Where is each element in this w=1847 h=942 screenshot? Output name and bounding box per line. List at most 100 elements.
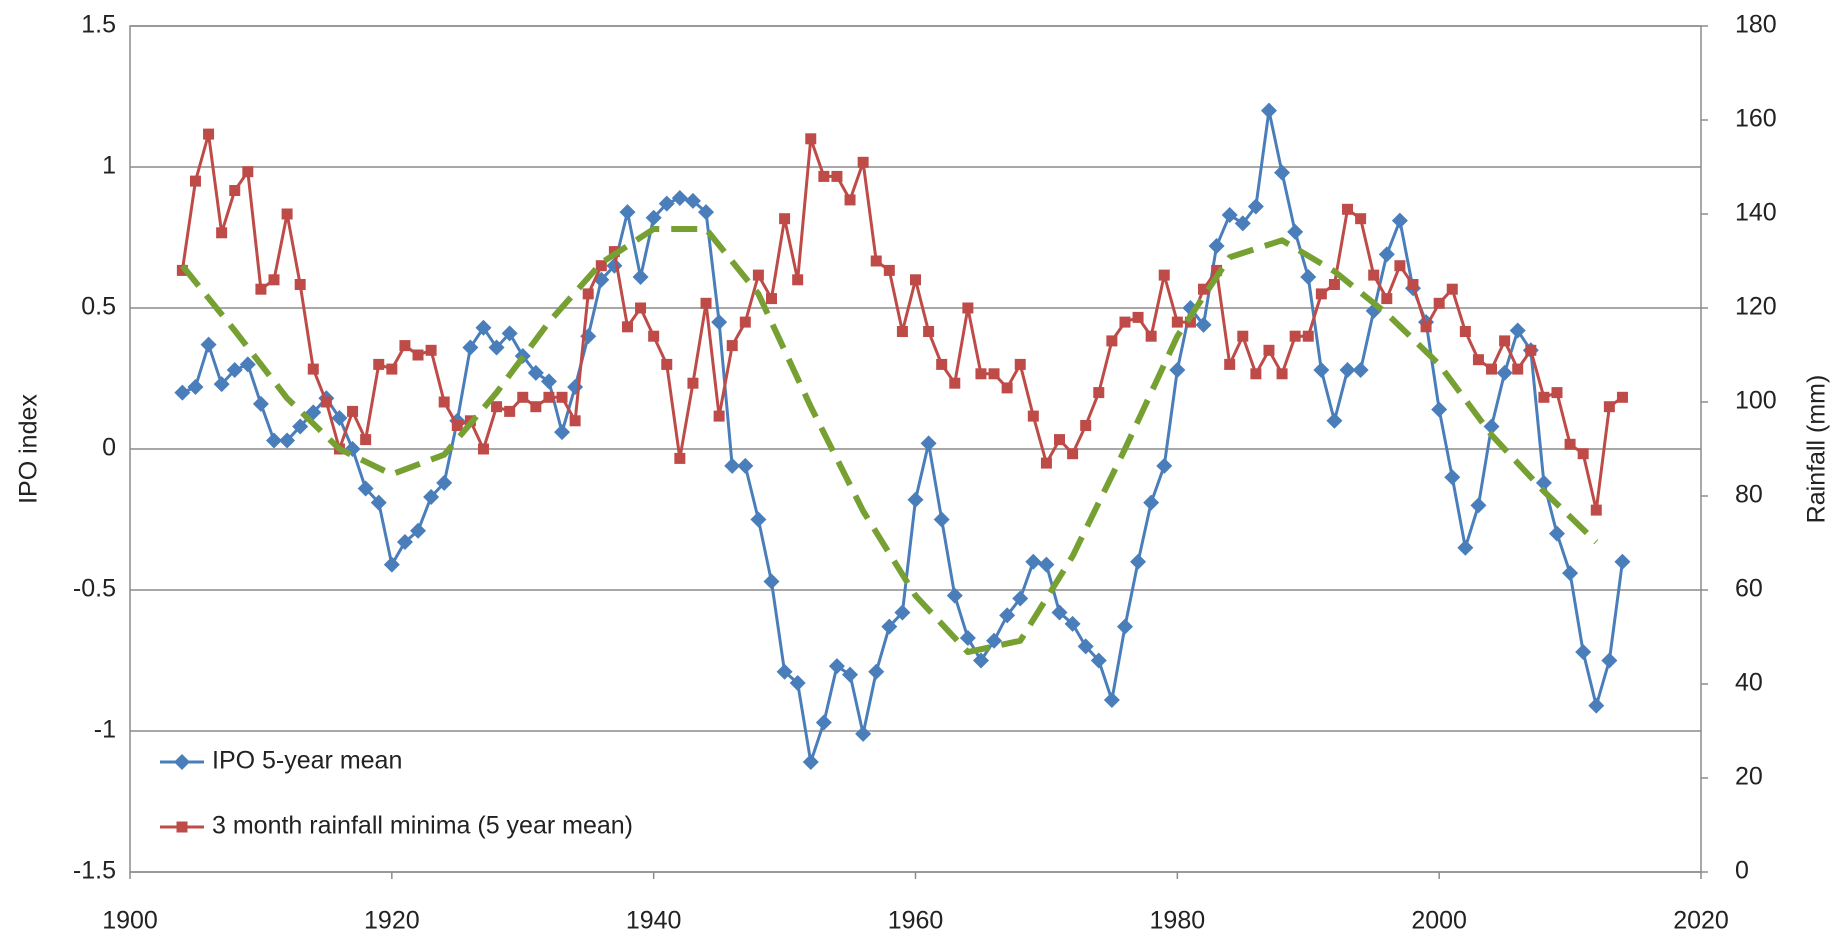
data-point (436, 474, 453, 491)
data-point (1171, 316, 1183, 328)
x-tick-label: 1980 (1150, 907, 1206, 935)
data-point (239, 356, 256, 373)
data-point (386, 363, 398, 375)
y2-tick-label: 120 (1735, 293, 1777, 321)
data-point (1156, 457, 1173, 474)
legend-label: 3 month rainfall minima (5 year mean) (212, 812, 633, 840)
data-point (412, 349, 424, 361)
data-point (936, 358, 948, 370)
data-point (1496, 364, 1513, 381)
data-point (1143, 494, 1160, 511)
data-point (868, 663, 885, 680)
data-point (1276, 368, 1288, 380)
data-point (1169, 362, 1186, 379)
data-point (1274, 164, 1291, 181)
data-point (831, 170, 843, 182)
data-point (475, 319, 492, 336)
data-point (423, 488, 440, 505)
data-point (789, 675, 806, 692)
data-point (292, 418, 309, 435)
data-point (724, 457, 741, 474)
y-tick-label: 0.5 (81, 293, 116, 321)
y-tick-label: 1.5 (81, 11, 116, 39)
data-point (1158, 269, 1170, 281)
data-point (1093, 387, 1105, 399)
data-point (1103, 691, 1120, 708)
data-point (255, 283, 267, 295)
data-point (1457, 539, 1474, 556)
data-point (658, 195, 675, 212)
x-tick-label: 1900 (102, 907, 158, 935)
data-point (1247, 198, 1264, 215)
data-point (779, 213, 791, 225)
data-point (189, 175, 201, 187)
data-point (1289, 330, 1301, 342)
data-point (1486, 363, 1498, 375)
data-point (1459, 326, 1471, 337)
data-point (1394, 260, 1406, 272)
data-point (331, 409, 348, 426)
data-point (582, 288, 594, 300)
data-point (959, 629, 976, 646)
data-point (1603, 401, 1615, 413)
data-point (370, 494, 387, 511)
data-point (870, 255, 882, 267)
data-point (648, 330, 660, 342)
data-point (360, 434, 372, 446)
data-point (1077, 638, 1094, 655)
data-point (569, 415, 581, 427)
data-point (373, 358, 385, 370)
data-point (792, 274, 804, 286)
data-point (1616, 391, 1628, 403)
data-point (687, 377, 699, 389)
y2-tick-label: 20 (1735, 763, 1763, 791)
data-point (1012, 590, 1029, 607)
data-point (1130, 553, 1147, 570)
data-point (187, 378, 204, 395)
data-point (946, 587, 963, 604)
data-point (1064, 615, 1081, 632)
x-tick-label: 2020 (1673, 907, 1729, 935)
data-point (896, 326, 908, 337)
data-point (226, 362, 243, 379)
data-point (1525, 344, 1537, 356)
data-point (1391, 212, 1408, 229)
data-point (1211, 264, 1223, 276)
data-point (268, 274, 280, 286)
plot-frame (129, 25, 1702, 873)
data-point (857, 156, 869, 168)
data-point (1470, 497, 1487, 514)
data-point (674, 452, 686, 464)
data-point (425, 344, 437, 356)
data-point (1590, 504, 1602, 516)
data-point (739, 316, 751, 328)
data-point (229, 185, 241, 196)
data-point (635, 302, 647, 314)
data-point (776, 663, 793, 680)
data-point (1535, 474, 1552, 491)
data-point (279, 432, 296, 449)
data-point (1116, 618, 1133, 635)
data-point (266, 432, 283, 449)
data-point (881, 618, 898, 635)
data-point (1080, 420, 1092, 431)
data-point (1208, 237, 1225, 254)
data-point (711, 314, 728, 331)
legend-marker (176, 821, 188, 833)
data-point (883, 264, 895, 276)
data-point (698, 204, 715, 221)
data-point (1562, 565, 1579, 582)
data-point (357, 480, 374, 497)
data-point (595, 260, 607, 272)
data-point (975, 368, 987, 380)
data-point (1119, 316, 1131, 328)
series-line (180, 132, 1624, 512)
data-point (1221, 206, 1238, 223)
data-point (988, 368, 1000, 380)
data-point (855, 725, 872, 742)
y-tick-label: -1 (94, 716, 116, 744)
data-point (1538, 391, 1550, 403)
data-point (763, 573, 780, 590)
data-point (1512, 363, 1524, 375)
data-point (216, 227, 228, 239)
